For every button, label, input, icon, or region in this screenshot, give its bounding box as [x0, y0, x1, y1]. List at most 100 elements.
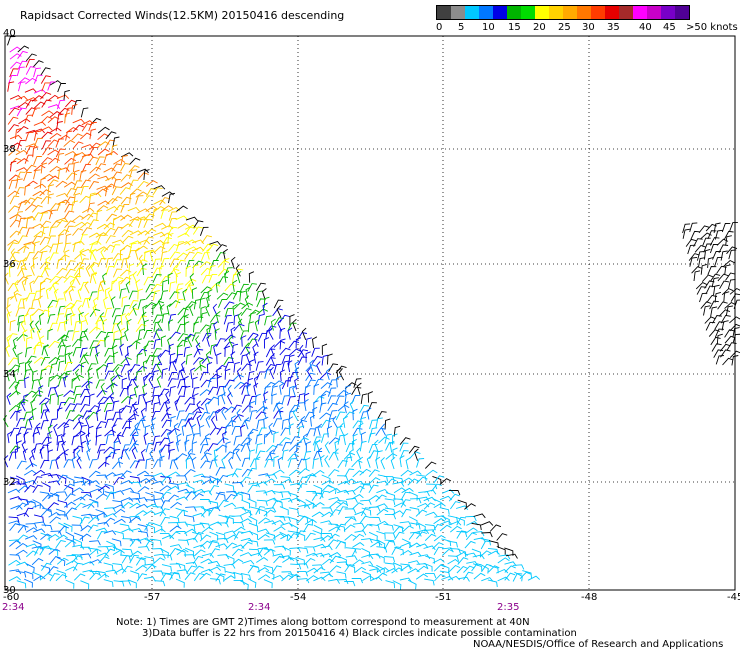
wind-barb: [221, 407, 227, 420]
wind-barb: [159, 304, 165, 317]
wind-barb: [192, 523, 205, 529]
wind-barb: [111, 338, 120, 349]
wind-barb: [24, 114, 33, 124]
wind-barb: [9, 142, 22, 149]
wind-barb: [127, 384, 133, 396]
wind-barb: [57, 360, 65, 372]
wind-barb: [104, 507, 116, 513]
wind-barb: [41, 482, 51, 492]
wind-barb: [232, 491, 244, 500]
wind-barb: [40, 533, 52, 541]
wind-barb: [135, 216, 148, 221]
wind-barb: [270, 318, 276, 331]
wind-barb: [71, 377, 78, 389]
wind-barb: [129, 475, 141, 483]
wind-barb: [6, 334, 11, 347]
wind-barb: [215, 491, 225, 501]
wind-barb: [288, 354, 295, 366]
wind-barb: [105, 257, 114, 268]
wind-barb: [296, 441, 303, 453]
wind-barb: [408, 542, 422, 549]
wind-barb: [152, 258, 161, 269]
wind-barb: [137, 218, 147, 228]
wind-barb: [138, 254, 145, 267]
wind-barb: [368, 495, 381, 501]
wind-barb: [168, 313, 177, 324]
wind-barb: [236, 408, 242, 422]
wind-barb: [191, 251, 203, 260]
wind-barb: [248, 522, 258, 532]
wind-barb: [120, 214, 133, 221]
wind-barb: [34, 521, 47, 527]
wind-barb: [244, 417, 250, 430]
wind-barb: [36, 422, 41, 435]
wind-barb: [256, 499, 268, 506]
wind-barb: [258, 473, 271, 479]
wind-barb: [337, 434, 345, 445]
wind-barb: [122, 235, 134, 244]
wind-barb: [201, 526, 214, 533]
wind-barb: [21, 278, 27, 291]
wind-barb: [210, 578, 221, 585]
wind-barb: [153, 557, 165, 565]
wind-barb: [46, 441, 52, 454]
wind-barb: [144, 340, 155, 350]
wind-barb: [689, 256, 698, 267]
wind-barb: [79, 248, 85, 261]
wind-barb: [359, 484, 370, 493]
wind-barb: [7, 282, 18, 292]
wind-barb: [433, 502, 446, 508]
wind-barb: [186, 565, 197, 574]
wind-barb: [20, 320, 26, 333]
wind-barb: [320, 535, 333, 542]
wind-barb: [288, 573, 298, 581]
wind-barb: [327, 395, 337, 405]
wind-barb: [185, 403, 195, 413]
wind-barb: [209, 478, 222, 484]
wind-barb: [324, 455, 330, 468]
wind-barb: [34, 547, 44, 556]
wind-barb: [17, 45, 30, 53]
wind-barb: [21, 440, 27, 453]
wind-barb: [328, 552, 342, 558]
wind-barb: [712, 250, 722, 260]
wind-barb: [250, 552, 263, 558]
wind-barb: [24, 203, 37, 211]
wind-barb: [31, 204, 43, 213]
wind-barb: [169, 525, 182, 532]
wind-barb: [128, 340, 141, 348]
wind-barb: [47, 424, 53, 437]
wind-barb: [281, 395, 290, 405]
wind-barb: [159, 402, 170, 411]
wind-barb: [376, 488, 389, 494]
wind-barb: [450, 525, 462, 533]
wind-barb: [49, 547, 59, 556]
wind-barb: [47, 149, 60, 156]
wind-barb: [177, 315, 189, 324]
wind-barb: [136, 470, 150, 477]
wind-barb: [192, 565, 204, 574]
wind-barb: [92, 271, 97, 284]
wind-barb: [79, 424, 87, 435]
wind-barb: [344, 517, 356, 525]
wind-barb: [9, 364, 21, 373]
wind-barb: [112, 418, 123, 427]
wind-barb: [346, 497, 358, 503]
wind-barb: [130, 188, 142, 196]
wind-barb: [157, 319, 163, 332]
wind-barb: [192, 264, 199, 276]
wind-barb: [9, 219, 21, 228]
wind-barb: [142, 263, 148, 276]
wind-barb: [129, 364, 140, 373]
wind-barb: [185, 491, 197, 499]
wind-barb: [38, 377, 43, 390]
wind-barb: [707, 266, 717, 275]
wind-barb: [193, 473, 206, 479]
wind-barb: [208, 411, 219, 420]
wind-barb: [295, 530, 306, 540]
wind-barb: [241, 530, 254, 536]
wind-barb: [208, 386, 218, 396]
wind-barb: [264, 368, 272, 379]
wind-barb: [84, 281, 90, 294]
wind-barb: [24, 479, 37, 485]
